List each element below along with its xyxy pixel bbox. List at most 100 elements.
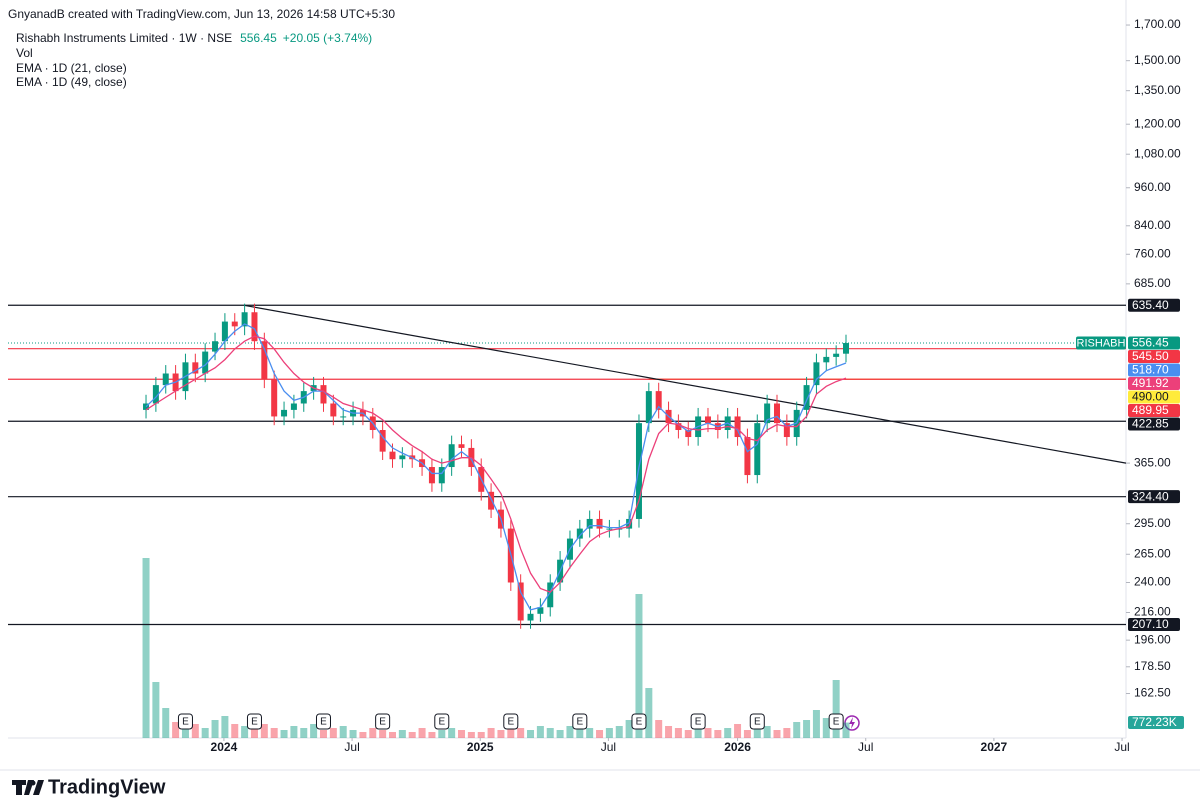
candle-body	[162, 373, 169, 386]
volume-bar	[783, 728, 791, 738]
volume-label: 772.23K	[1132, 715, 1177, 729]
earnings-marker	[246, 713, 262, 730]
candle-body	[675, 423, 682, 431]
symbol-tag-box	[1076, 336, 1126, 350]
ema-line	[145, 323, 847, 611]
volume-bar	[812, 710, 820, 738]
x-tick-label: Jul	[344, 740, 359, 754]
volume-bar	[822, 718, 830, 738]
earnings-marker	[572, 713, 588, 730]
volume-bar	[221, 716, 229, 738]
volume-bar	[635, 594, 643, 738]
y-tick-label: 840.00	[1134, 218, 1171, 232]
volume-bar	[448, 728, 456, 738]
volume-bar	[773, 730, 781, 738]
price-label-box	[1128, 298, 1180, 312]
y-tick-label: 1,200.00	[1134, 116, 1181, 130]
volume-bar	[674, 728, 682, 738]
earnings-label: E	[576, 717, 583, 728]
volume-bar	[536, 726, 544, 738]
candle-body	[596, 518, 603, 529]
volume-bar	[704, 728, 712, 738]
volume-bar	[645, 688, 653, 738]
candle-body	[744, 437, 751, 476]
earnings-label: E	[636, 717, 643, 728]
price-label-box	[1128, 490, 1180, 504]
price-label: 635.40	[1132, 298, 1169, 312]
volume-bar	[418, 728, 426, 738]
volume-bar	[428, 732, 436, 738]
trendline	[244, 304, 1127, 464]
alert-icon	[844, 715, 860, 731]
legend-entry: EMA · 1D (21, close)	[16, 61, 127, 75]
volume-bar	[290, 726, 298, 738]
price-label: 490.00	[1132, 390, 1169, 404]
candle-body	[241, 312, 248, 327]
volume-bar	[753, 728, 761, 738]
candle-body	[586, 518, 593, 529]
x-tick-label: 2026	[724, 740, 751, 754]
earnings-marker	[749, 713, 765, 730]
volume-bar	[438, 730, 446, 738]
legend-entry: EMA · 1D (49, close)	[16, 75, 127, 89]
y-tick-label: 960.00	[1134, 180, 1171, 194]
candle-body	[281, 409, 288, 417]
volume-label-box	[1128, 716, 1184, 730]
volume-bar	[487, 728, 495, 738]
symbol-tag: RISHABH	[1077, 337, 1126, 349]
candle-body	[251, 312, 258, 342]
volume-bar	[625, 720, 633, 738]
volume-bar	[566, 726, 574, 738]
candle-body	[645, 391, 652, 424]
earnings-label: E	[695, 717, 702, 728]
price-label-box	[1128, 336, 1180, 350]
volume-bar	[576, 722, 584, 738]
volume-bar	[319, 730, 327, 738]
earnings-marker	[503, 713, 519, 730]
volume-bar	[241, 726, 249, 738]
volume-bar	[546, 728, 554, 738]
earnings-label: E	[182, 717, 189, 728]
earnings-marker	[828, 713, 844, 730]
earnings-label: E	[320, 717, 327, 728]
earnings-label: E	[507, 717, 514, 728]
y-tick-label: 162.50	[1134, 686, 1171, 700]
candle-body	[399, 455, 406, 460]
volume-bar	[793, 722, 801, 738]
earnings-marker	[631, 713, 647, 730]
candle-body	[547, 582, 554, 608]
volume-bar	[724, 728, 732, 738]
volume-bar	[714, 730, 722, 738]
candle-body	[803, 385, 810, 410]
y-tick-label: 196.00	[1134, 632, 1171, 646]
candle-body	[202, 351, 209, 374]
candle-body	[704, 416, 711, 424]
volume-bar	[734, 724, 742, 738]
x-tick-label: 2024	[211, 740, 238, 754]
candle-body	[734, 416, 741, 438]
volume-bar	[349, 730, 357, 738]
price-label-box	[1128, 350, 1180, 364]
y-tick-label: 760.00	[1134, 246, 1171, 260]
volume-bar	[329, 728, 337, 738]
price-label: 324.40	[1132, 489, 1169, 503]
price-label-box	[1128, 417, 1180, 431]
price-change: +20.05 (+3.74%)	[283, 31, 372, 45]
candle-body	[823, 356, 830, 363]
credit: GnyanadB created with TradingView.com, J…	[8, 7, 395, 21]
candle-body	[754, 423, 761, 476]
volume-bar	[310, 724, 318, 738]
candle-body	[290, 403, 297, 410]
volume-bar	[181, 726, 189, 738]
volume-bar	[152, 682, 160, 738]
price-label: 491.92	[1132, 376, 1169, 390]
candle-body	[685, 430, 692, 438]
candle-body	[576, 528, 583, 539]
y-tick-label: 365.00	[1134, 455, 1171, 469]
price-label: 545.50	[1132, 349, 1169, 363]
chart-title: Rishabh Instruments Limited · 1W · NSE	[16, 31, 232, 45]
x-tick-label: 2025	[467, 740, 494, 754]
y-tick-label: 240.00	[1134, 575, 1171, 589]
